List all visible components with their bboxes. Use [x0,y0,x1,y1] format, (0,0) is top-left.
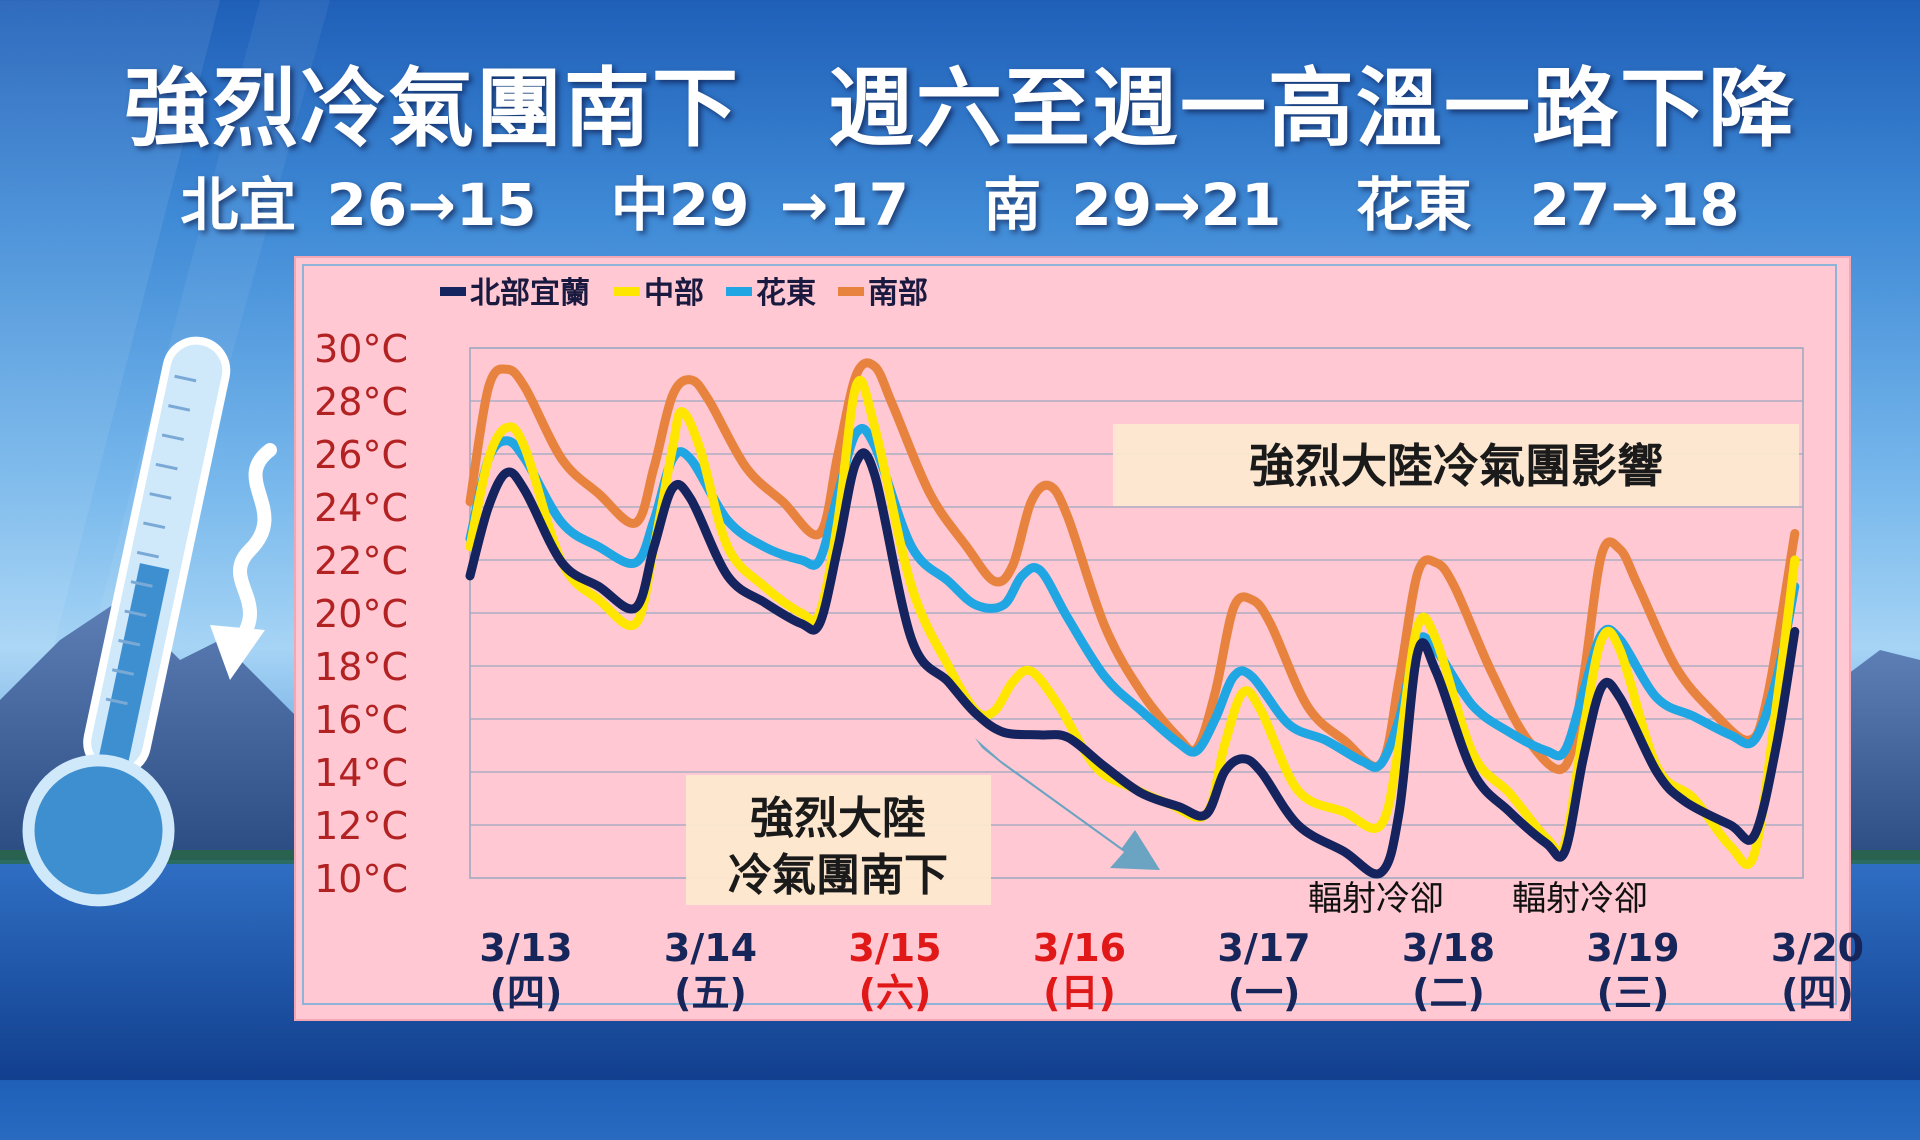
legend-swatch [614,287,640,296]
x-date-label: 3/17 [1217,926,1310,970]
x-weekday-label: (日) [1043,971,1116,1015]
chart-frame [302,264,1837,1005]
influence-label: 強烈大陸冷氣團影響 [1249,439,1663,493]
x-weekday-label: (一) [1228,971,1301,1015]
series-line-0 [465,448,1800,879]
radiative-cooling-label: 輻射冷卻 [1512,879,1648,919]
legend-label: 中部 [644,276,704,311]
summary-east: 花東 27→18 [1355,171,1740,239]
summary-central: 中29 →17 [610,171,909,239]
series-line-1 [465,375,1800,869]
x-weekday-label: (五) [674,971,747,1015]
y-tick-label: 20°C [314,592,408,636]
x-date-label: 3/15 [848,926,941,970]
y-tick-label: 18°C [314,645,408,689]
temperature-chart: 10°C 12°C 14°C 16°C 18°C 20°C 22°C 24°C 26°C 28°C… [294,256,1864,1021]
light-ray [0,0,220,700]
y-tick-label: 30°C [314,327,408,371]
influence-banner [1113,424,1799,506]
x-date-label: 3/13 [479,926,572,970]
legend-label: 南部 [868,276,928,311]
falling-arrow-icon [210,443,277,680]
x-date-label: 3/18 [1402,926,1495,970]
x-date-label: 3/16 [1033,926,1126,970]
legend-label: 北部宜蘭 [470,276,590,311]
treeline [1840,850,1920,864]
summary-south: 南 29→21 [983,171,1282,239]
legend-label: 花東 [756,276,816,311]
x-weekday-label: (三) [1597,971,1670,1015]
legend-swatch [440,287,466,296]
x-date-label: 3/19 [1586,926,1679,970]
radiative-cooling-label: 輻射冷卻 [1308,879,1444,919]
cold-air-arrow-icon [975,738,1160,870]
mountain-right [1840,650,1920,880]
arrival-label-line2: 冷氣團南下 [728,850,948,901]
y-tick-label: 22°C [314,539,408,583]
y-tick-label: 12°C [314,804,408,848]
x-weekday-label: (二) [1412,971,1485,1015]
x-date-label: 3/14 [664,926,757,970]
x-weekday-label: (四) [1781,971,1854,1015]
y-tick-label: 16°C [314,698,408,742]
legend-swatch [726,287,752,296]
y-tick-label: 26°C [314,433,408,477]
y-tick-label: 14°C [314,751,408,795]
x-date-label: 3/20 [1771,926,1864,970]
y-tick-label: 24°C [314,486,408,530]
legend-swatch [838,287,864,296]
regional-summary: 北宜 26→15 中29 →17 南 29→21 花東 27→18 [0,158,1920,242]
y-tick-label: 28°C [314,380,408,424]
y-tick-label: 10°C [314,857,408,901]
x-weekday-label: (四) [490,971,563,1015]
headline: 強烈冷氣團南下 週六至週一高溫一路下降 [124,59,1796,159]
thermometer-icon [22,336,231,907]
arrival-label-line1: 強烈大陸 [750,793,926,844]
x-weekday-label: (六) [859,971,932,1015]
arrival-box [686,775,991,905]
summary-north: 北宜 26→15 [180,171,537,239]
